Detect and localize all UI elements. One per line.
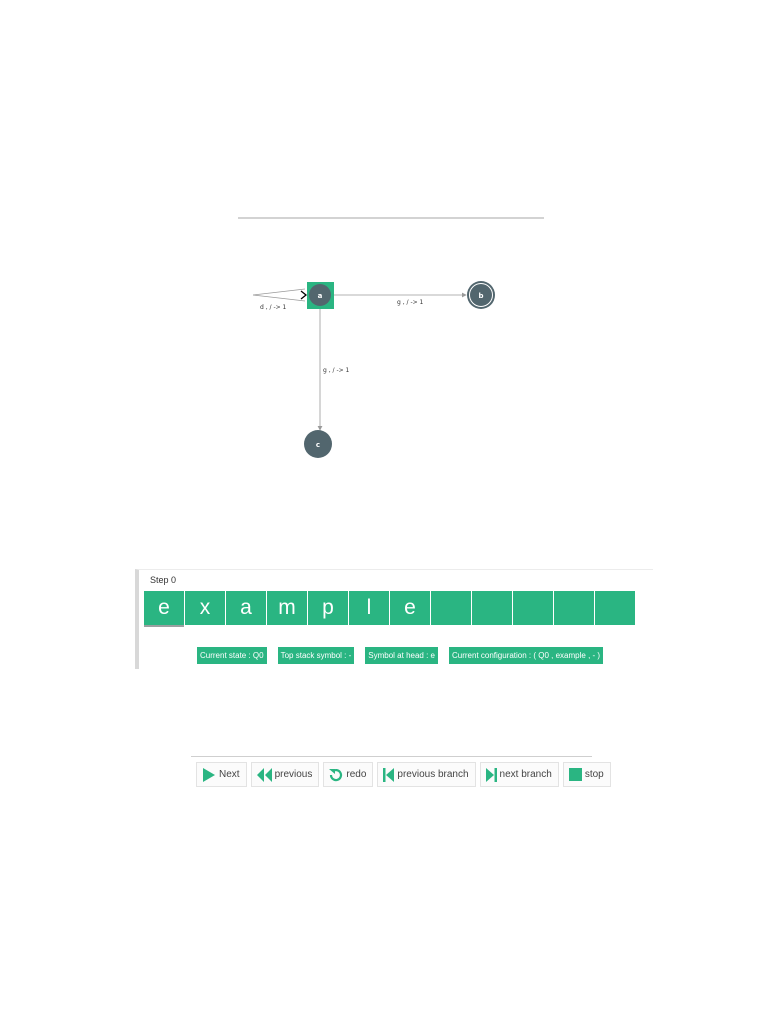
- stop-button[interactable]: stop: [562, 762, 611, 787]
- state-a-circle: [309, 284, 331, 306]
- automaton-graph: d , / -> 1 g , / -> 1 g , / -> 1 a b c: [252, 281, 495, 458]
- edge-a-c: g , / -> 1: [317, 308, 350, 431]
- tape-cell: p: [308, 591, 349, 625]
- tape-cell: [431, 591, 472, 625]
- next-button[interactable]: Next: [196, 762, 247, 787]
- top-stack-symbol-badge: Top stack symbol : -: [277, 647, 355, 664]
- state-b-outer: [467, 281, 495, 309]
- tape-cell: m: [267, 591, 308, 625]
- symbol-at-head-badge: Symbol at head : e: [365, 647, 438, 664]
- redo-button[interactable]: redo: [323, 762, 374, 787]
- edge-label-start-a: d , / -> 1: [260, 304, 287, 311]
- info-badges: Current state : Q0 Top stack symbol : - …: [197, 647, 604, 664]
- current-state-badge: Current state : Q0: [197, 647, 267, 664]
- state-c[interactable]: c: [304, 430, 332, 458]
- state-a-label: a: [318, 292, 323, 300]
- state-c-circle: [304, 430, 332, 458]
- initial-transition: d , / -> 1: [252, 288, 308, 311]
- edge-a-b: g , / -> 1: [334, 292, 467, 306]
- state-b-accepting-ring: [469, 283, 493, 307]
- tape-cell: x: [185, 591, 226, 625]
- tape-cell: [513, 591, 554, 625]
- next-button-label: Next: [219, 769, 240, 780]
- tape-cell: e: [144, 591, 185, 625]
- tape-cell: e: [390, 591, 431, 625]
- controls-divider: [191, 756, 592, 757]
- top-divider: [238, 217, 544, 219]
- tape-cell: a: [226, 591, 267, 625]
- stop-icon: [568, 768, 582, 781]
- step-label: Step 0: [150, 575, 177, 585]
- redo-button-label: redo: [346, 769, 367, 780]
- state-b-label: b: [478, 292, 483, 300]
- stop-button-label: stop: [584, 769, 604, 780]
- current-configuration-badge: Current configuration : ( Q0 , example ,…: [449, 647, 604, 664]
- simulation-controls: Next previous redo previous branch next …: [196, 762, 611, 787]
- next-branch-button[interactable]: next branch: [479, 762, 559, 787]
- state-c-label: c: [316, 441, 320, 449]
- redo-icon: [329, 768, 343, 781]
- tape-cell: l: [349, 591, 390, 625]
- play-icon: [203, 767, 215, 782]
- next-branch-icon: [485, 767, 497, 782]
- tape-cell: [472, 591, 513, 625]
- edge-label-a-b: g , / -> 1: [397, 299, 424, 306]
- tape-cell: [554, 591, 595, 625]
- state-b[interactable]: b: [467, 281, 495, 309]
- previous-button-label: previous: [274, 769, 313, 780]
- next-branch-button-label: next branch: [499, 769, 552, 780]
- previous-branch-button[interactable]: previous branch: [377, 762, 476, 787]
- edge-label-a-c: g , / -> 1: [323, 367, 350, 374]
- tape-head-marker: [144, 625, 184, 627]
- state-a[interactable]: a: [307, 282, 334, 309]
- tape-cell: [595, 591, 636, 625]
- rewind-icon: [256, 767, 272, 782]
- previous-branch-icon: [383, 767, 395, 782]
- previous-branch-button-label: previous branch: [397, 769, 469, 780]
- previous-button[interactable]: previous: [250, 762, 320, 787]
- input-tape: e x a m p l e: [144, 591, 636, 625]
